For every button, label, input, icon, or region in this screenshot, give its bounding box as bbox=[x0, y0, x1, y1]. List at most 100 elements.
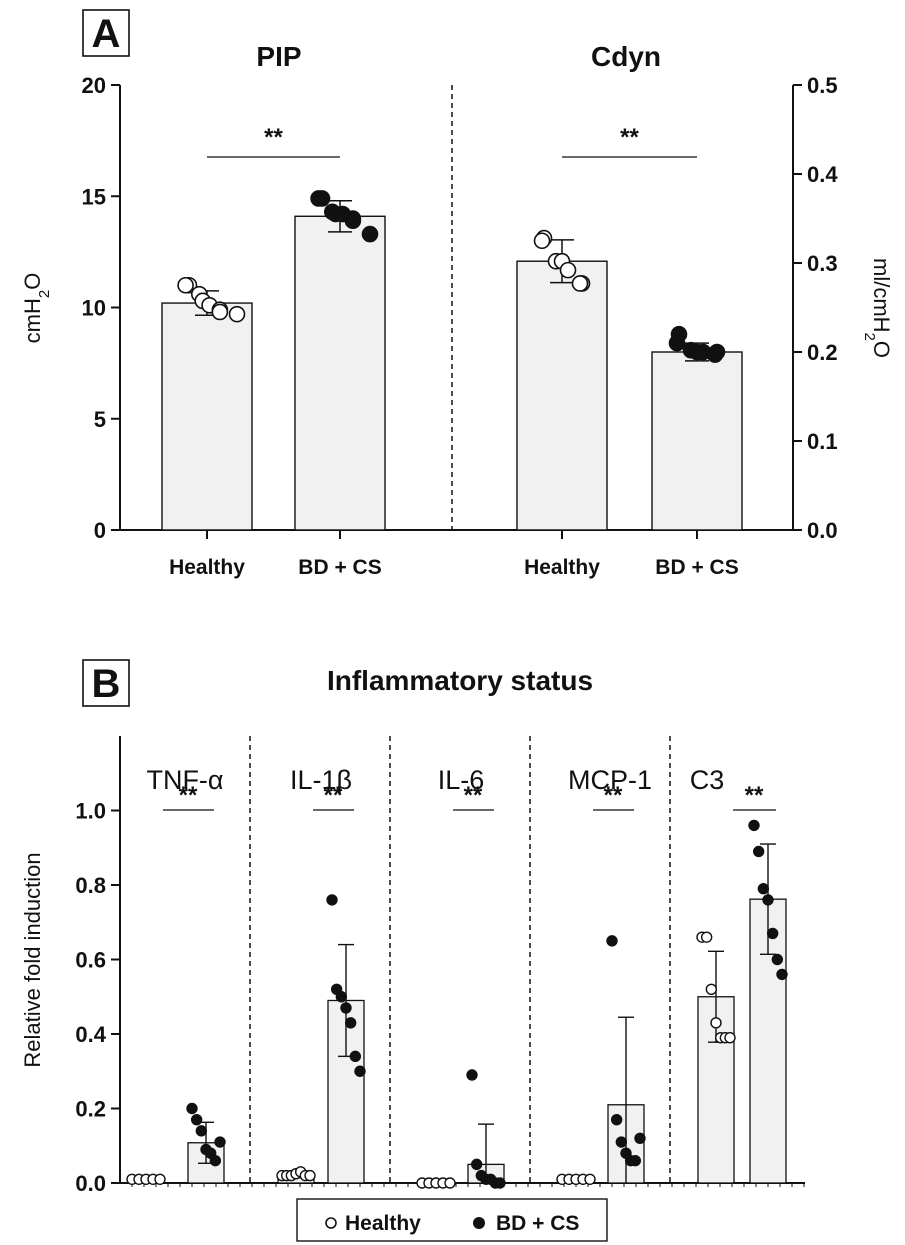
cdyn-title: Cdyn bbox=[591, 41, 661, 72]
bdcs-data-point bbox=[776, 968, 788, 981]
y-tick-label-left: 5 bbox=[94, 407, 106, 432]
pip-category-label: BD + CS bbox=[298, 556, 381, 579]
bdcs-data-point bbox=[757, 883, 770, 895]
panel-b-label-box bbox=[82, 659, 130, 707]
cdyn-data-point bbox=[668, 334, 686, 352]
cytokine-label: IL-1β bbox=[290, 765, 352, 795]
healthy-data-point bbox=[700, 931, 713, 943]
bdcs-data-point bbox=[606, 935, 618, 947]
legend-bdcs-marker bbox=[473, 1217, 485, 1229]
pip-data-point bbox=[344, 212, 362, 230]
bdcs-data-point bbox=[466, 1069, 478, 1081]
bdcs-data-point bbox=[186, 1102, 198, 1115]
cytokine-label: MCP-1 bbox=[568, 765, 652, 795]
bdcs-data-point bbox=[470, 1158, 483, 1171]
healthy-data-point bbox=[710, 1017, 722, 1029]
b-y-tick-label: 0.4 bbox=[75, 1022, 106, 1047]
panel-b-label: B bbox=[92, 662, 121, 706]
bdcs-data-point bbox=[748, 819, 760, 832]
cdyn-data-point bbox=[533, 232, 551, 250]
bdcs-data-point bbox=[494, 1177, 506, 1189]
y-tick-label-right: 0.1 bbox=[807, 429, 838, 454]
bdcs-data-point bbox=[209, 1154, 222, 1167]
legend-box bbox=[296, 1198, 608, 1242]
panel-a-plot: 0 5 10 15 20 0.0 0.1 0.2 0.3 0.4 0.5 cmH2O ml/cmH2O H… bbox=[20, 73, 894, 579]
pip-bar-0 bbox=[161, 302, 253, 531]
bdcs-data-point bbox=[335, 991, 348, 1003]
cytokine-label: TNF-α bbox=[146, 765, 223, 795]
pip-data-point bbox=[228, 305, 246, 323]
b-significance-label: ** bbox=[745, 782, 764, 809]
y-axis-title-left: cmH2O bbox=[20, 273, 53, 344]
bdcs-data-point bbox=[354, 1065, 366, 1077]
b-significance-label: ** bbox=[324, 782, 343, 809]
y-tick-label-left: 0 bbox=[94, 518, 106, 543]
healthy-data-point bbox=[705, 983, 718, 995]
b-significance-label: ** bbox=[604, 782, 623, 809]
healthy-data-point bbox=[154, 1173, 166, 1185]
pip-data-point bbox=[361, 225, 379, 243]
bdcs-data-point bbox=[214, 1136, 226, 1148]
panel-a: A PIP Cdyn 0 5 10 15 20 0.0 0.1 0.2 0.3 0.4 0.5 cmH… bbox=[20, 9, 894, 579]
pip-title: PIP bbox=[256, 41, 301, 72]
pip-category-label: Healthy bbox=[169, 556, 245, 579]
b-y-tick-label: 1.0 bbox=[75, 799, 106, 824]
inflammatory-title: Inflammatory status bbox=[327, 665, 593, 696]
pip-data-point bbox=[177, 276, 194, 294]
bdcs-data-point bbox=[752, 845, 765, 858]
bdcs-data-point bbox=[349, 1050, 362, 1063]
cdyn-category-label: Healthy bbox=[524, 556, 600, 579]
b-y-axis-title: Relative fold induction bbox=[20, 852, 45, 1067]
healthy-data-point bbox=[304, 1169, 316, 1182]
y-tick-label-right: 0.2 bbox=[807, 340, 838, 365]
healthy-data-point bbox=[724, 1032, 736, 1044]
cdyn-data-point bbox=[571, 275, 589, 292]
bdcs-data-point bbox=[771, 953, 784, 966]
b-y-tick-label: 0.0 bbox=[75, 1171, 106, 1196]
bdcs-data-point bbox=[326, 894, 338, 906]
y-tick-label-right: 0.5 bbox=[807, 73, 838, 98]
b-significance-label: ** bbox=[179, 782, 198, 809]
cytokine-label: C3 bbox=[690, 765, 725, 795]
y-tick-label-left: 10 bbox=[82, 296, 106, 321]
pip-bar-1 bbox=[294, 215, 386, 531]
bdcs-data-point bbox=[340, 1002, 352, 1014]
legend-healthy-marker bbox=[325, 1217, 337, 1229]
cytokine-label: IL-6 bbox=[438, 765, 485, 795]
b-y-tick-label: 0.2 bbox=[75, 1097, 106, 1122]
bdcs-data-point bbox=[615, 1136, 628, 1148]
b-significance-label: ** bbox=[464, 782, 483, 809]
pip-significance-label: ** bbox=[264, 124, 283, 151]
pip-data-point bbox=[310, 190, 327, 207]
y-tick-label-left: 20 bbox=[82, 73, 106, 98]
bdcs-data-point bbox=[190, 1113, 203, 1126]
panel-b: B Inflammatory status 0.0 0.2 0.4 0.6 0.8 1.0… bbox=[20, 659, 805, 1242]
panel-a-label: A bbox=[92, 12, 121, 56]
b-y-tick-label: 0.6 bbox=[75, 948, 106, 973]
healthy-data-point bbox=[444, 1177, 456, 1189]
healthy-data-point bbox=[584, 1173, 596, 1185]
cdyn-data-point bbox=[559, 261, 577, 279]
pip-data-point bbox=[211, 303, 229, 321]
b-y-tick-label: 0.8 bbox=[75, 873, 106, 898]
bdcs-data-point bbox=[195, 1125, 208, 1137]
panel-a-label-box bbox=[82, 9, 130, 57]
cdyn-category-label: BD + CS bbox=[655, 556, 738, 579]
bdcs-data-point bbox=[629, 1154, 642, 1167]
y-axis-title-right: ml/cmH2O bbox=[862, 258, 895, 358]
legend-healthy-label: Healthy bbox=[345, 1212, 421, 1235]
bdcs-data-point bbox=[344, 1017, 357, 1029]
bdcs-data-point bbox=[766, 927, 779, 940]
legend-bdcs-label: BD + CS bbox=[496, 1212, 579, 1235]
bdcs-data-point bbox=[762, 894, 774, 906]
cdyn-bar-1 bbox=[651, 351, 743, 531]
y-tick-label-right: 0.3 bbox=[807, 251, 838, 276]
cdyn-bar-0 bbox=[516, 260, 608, 531]
bdcs-data-point bbox=[634, 1132, 646, 1145]
y-tick-label-right: 0.0 bbox=[807, 518, 838, 543]
legend: Healthy BD + CS bbox=[296, 1198, 608, 1242]
y-tick-label-left: 15 bbox=[82, 184, 106, 209]
cdyn-significance-label: ** bbox=[620, 124, 639, 151]
cdyn-data-point bbox=[706, 346, 724, 363]
